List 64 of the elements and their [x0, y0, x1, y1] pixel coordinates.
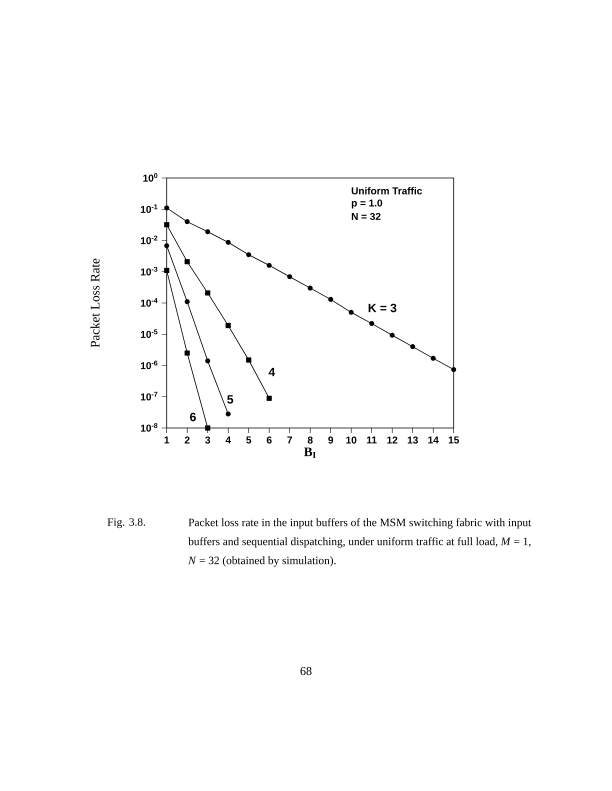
x-tick-label: 15: [448, 436, 459, 444]
text: Packet loss rate in the input buffers of the MSM switching fabric with input buffers and sequential dispatching, under uniform traffic at full load, M = 1, N = 32 (obtained by simulation).: [188, 518, 532, 567]
x-tick-label: 2: [184, 436, 190, 444]
point: [205, 290, 210, 296]
y-tick-label: 10$^{-8}$: [140, 423, 158, 432]
point: [430, 356, 436, 361]
series-label: 4: [268, 368, 276, 376]
point: [328, 296, 334, 302]
series-label: K = 3: [368, 304, 396, 312]
point: [205, 425, 210, 431]
x-tick-label: 6: [266, 436, 272, 444]
point: [226, 412, 231, 417]
y-axis-title: Packet Loss Rate: [90, 258, 100, 348]
series-label: 6: [190, 412, 196, 422]
point: [184, 299, 190, 304]
point: [164, 205, 170, 210]
point: [390, 332, 395, 338]
point: [184, 219, 190, 224]
x-tick-label: 13: [408, 436, 418, 444]
y-tick-label: 10$^{0}$: [143, 173, 158, 182]
x-tick-label: 3: [205, 436, 210, 444]
annotation: N = 32: [352, 212, 380, 220]
x-tick-label: 5: [246, 436, 252, 444]
y-tick-label: 10$^{-7}$: [140, 392, 158, 400]
point: [205, 229, 210, 234]
point: [369, 321, 374, 326]
x-tick-label: 10: [346, 436, 356, 444]
point: [164, 243, 170, 248]
point: [287, 274, 292, 280]
point: [184, 259, 190, 264]
point: [226, 240, 231, 245]
x-tick-label: 7: [287, 436, 292, 444]
x-tick-label: 9: [328, 436, 334, 444]
x-tick-label: 4: [226, 436, 231, 444]
point: [246, 357, 252, 363]
y-tick-label: 10$^{-4}$: [140, 298, 158, 307]
point: [164, 222, 170, 228]
point: [266, 262, 272, 268]
text: 68: [300, 667, 312, 676]
x-tick-label: 8: [308, 436, 313, 444]
x-tick-label: 12: [387, 436, 398, 444]
point: [451, 367, 456, 372]
y-tick-label: 10$^{-6}$: [140, 360, 158, 370]
point: [246, 252, 252, 258]
series-label: 5: [227, 395, 234, 404]
point: [164, 268, 170, 274]
point: [410, 344, 416, 350]
annotation: p = 1.0: [352, 199, 382, 209]
caption: Fig. 3.8.: [108, 518, 146, 528]
point: [266, 396, 272, 401]
y-tick-label: 10$^{-3}$: [140, 266, 158, 276]
point: [226, 322, 231, 328]
point: [348, 310, 354, 315]
x-tick-label: 11: [367, 436, 377, 444]
x-tick-label: 14: [428, 436, 439, 444]
y-tick-label: 10$^{-5}$: [140, 329, 158, 338]
y-tick-label: 10$^{-2}$: [140, 236, 158, 244]
x-axis-title: B$_{I}$: [304, 448, 316, 458]
annotation: Uniform Traffic: [352, 187, 422, 194]
y-tick-label: 10$^{-1}$: [140, 204, 158, 213]
point: [308, 286, 313, 291]
point: [205, 358, 210, 364]
point: [184, 350, 190, 356]
x-tick-label: 1: [164, 436, 170, 444]
